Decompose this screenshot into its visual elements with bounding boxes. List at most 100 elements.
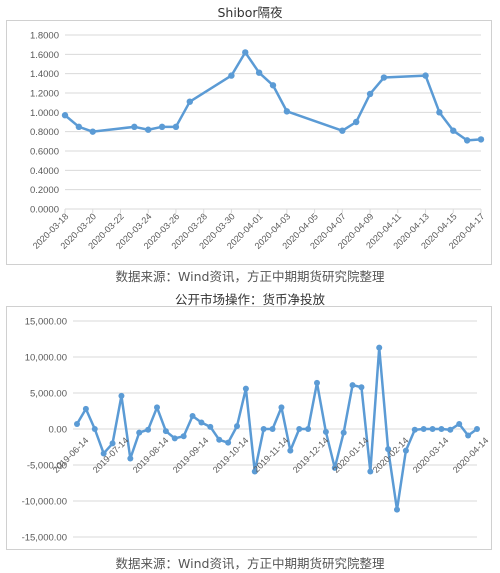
chart-2-source: 数据来源：Wind资讯，方正中期期货研究院整理 (115, 556, 385, 571)
data-point (74, 420, 80, 427)
data-point (331, 464, 338, 471)
data-point (353, 118, 360, 126)
data-point (402, 447, 409, 454)
x-tick-label: 2019-09-14 (171, 435, 211, 475)
data-point (429, 426, 436, 432)
data-point (89, 128, 96, 135)
data-point (438, 426, 445, 432)
data-point (477, 136, 485, 143)
y-tick-label: 1.0000 (30, 108, 59, 119)
data-point (225, 439, 232, 446)
chart-2-title: 公开市场操作：货币净投放 (174, 292, 325, 307)
data-point (154, 404, 160, 411)
data-point (269, 426, 276, 432)
y-tick-label: 0.8000 (30, 127, 59, 138)
data-point (61, 112, 69, 119)
chart-1-svg: 0.0000 0.2000 0.4000 0.6000 0.8000 1.0000 1.20… (30, 31, 486, 251)
x-tick-label: 2020-04-14 (451, 435, 491, 475)
data-point (234, 423, 240, 430)
y-tick-label: 15,000.00 (25, 317, 67, 328)
data-point (207, 423, 214, 430)
data-point (339, 127, 346, 134)
data-point (380, 74, 388, 81)
y-tick-label: 0.00 (49, 425, 68, 436)
data-point (172, 123, 180, 131)
data-point (447, 426, 454, 433)
y-tick-label: 0.6000 (30, 147, 59, 158)
data-point (242, 385, 249, 392)
data-point (189, 413, 196, 420)
y-tick-label: 0.4000 (30, 166, 59, 177)
y-tick-label: -5,000.00 (27, 461, 67, 472)
data-point (162, 428, 169, 435)
data-point (82, 405, 89, 412)
x-tick-label: 2020-03-14 (411, 435, 451, 475)
data-point (322, 428, 329, 435)
data-point (456, 420, 463, 427)
chart-2-svg: -15,000.00 -10,000.00 -5,000.00 0.00 5,000.0… (22, 317, 491, 544)
data-point (269, 82, 277, 89)
data-point (463, 137, 471, 144)
data-point (340, 429, 347, 436)
data-point (450, 127, 457, 134)
data-point (186, 98, 193, 105)
y-tick-label: 0.2000 (30, 185, 59, 196)
y-tick-label: -15,000.00 (22, 533, 67, 544)
data-point (420, 426, 427, 432)
data-point (296, 426, 303, 432)
y-tick-label: 0.0000 (30, 205, 59, 216)
chart-1-source: 数据来源：Wind资讯，方正中期期货研究院整理 (115, 269, 385, 284)
data-point (422, 72, 429, 79)
series-line (75, 346, 478, 511)
data-point (358, 384, 365, 391)
data-point (145, 426, 152, 433)
data-point (100, 450, 107, 457)
chart-2-area: -15,000.00 -10,000.00 -5,000.00 0.00 5,000.0… (6, 306, 492, 550)
y-tick-label: 1.2000 (30, 89, 59, 100)
data-point (171, 435, 178, 442)
y-tick-label: 5,000.00 (30, 389, 67, 400)
data-point (366, 90, 374, 98)
data-point (465, 432, 472, 439)
y-tick-label: -10,000.00 (22, 497, 67, 508)
data-point (75, 123, 83, 131)
data-point (367, 468, 374, 475)
chart-1-title: Shibor隔夜 (217, 5, 283, 20)
data-point (278, 404, 285, 411)
data-point (216, 436, 223, 443)
data-point (251, 468, 258, 475)
data-point (228, 72, 235, 79)
y-tick-label: 1.4000 (30, 69, 59, 80)
series-line (64, 51, 482, 142)
data-point (314, 379, 320, 386)
data-point (474, 426, 480, 432)
data-point (131, 123, 138, 131)
data-point (242, 49, 249, 56)
data-point (411, 426, 418, 433)
data-point (385, 446, 392, 453)
data-point (260, 426, 267, 432)
data-point (109, 440, 116, 447)
y-tick-label: 1.6000 (30, 50, 59, 61)
data-point (136, 429, 143, 436)
data-point (394, 506, 400, 513)
data-point (376, 344, 383, 351)
data-point (118, 392, 125, 399)
data-point (145, 126, 152, 133)
y-tick-label: 1.8000 (30, 31, 59, 42)
data-point (180, 433, 187, 440)
data-point (349, 382, 356, 389)
data-point (436, 109, 443, 116)
data-point (158, 123, 166, 131)
data-point (91, 426, 98, 432)
data-point (283, 108, 291, 115)
data-point (127, 455, 134, 462)
x-tick-label: 2019-12-14 (291, 435, 331, 475)
chart-1-area: 0.0000 0.2000 0.4000 0.6000 0.8000 1.0000 1.20… (6, 20, 492, 265)
x-tick-label: 2019-06-14 (51, 435, 91, 475)
y-tick-label: 10,000.00 (25, 353, 67, 364)
data-point (287, 447, 294, 454)
data-point (198, 419, 205, 426)
data-point (305, 426, 312, 432)
data-point (255, 69, 263, 76)
